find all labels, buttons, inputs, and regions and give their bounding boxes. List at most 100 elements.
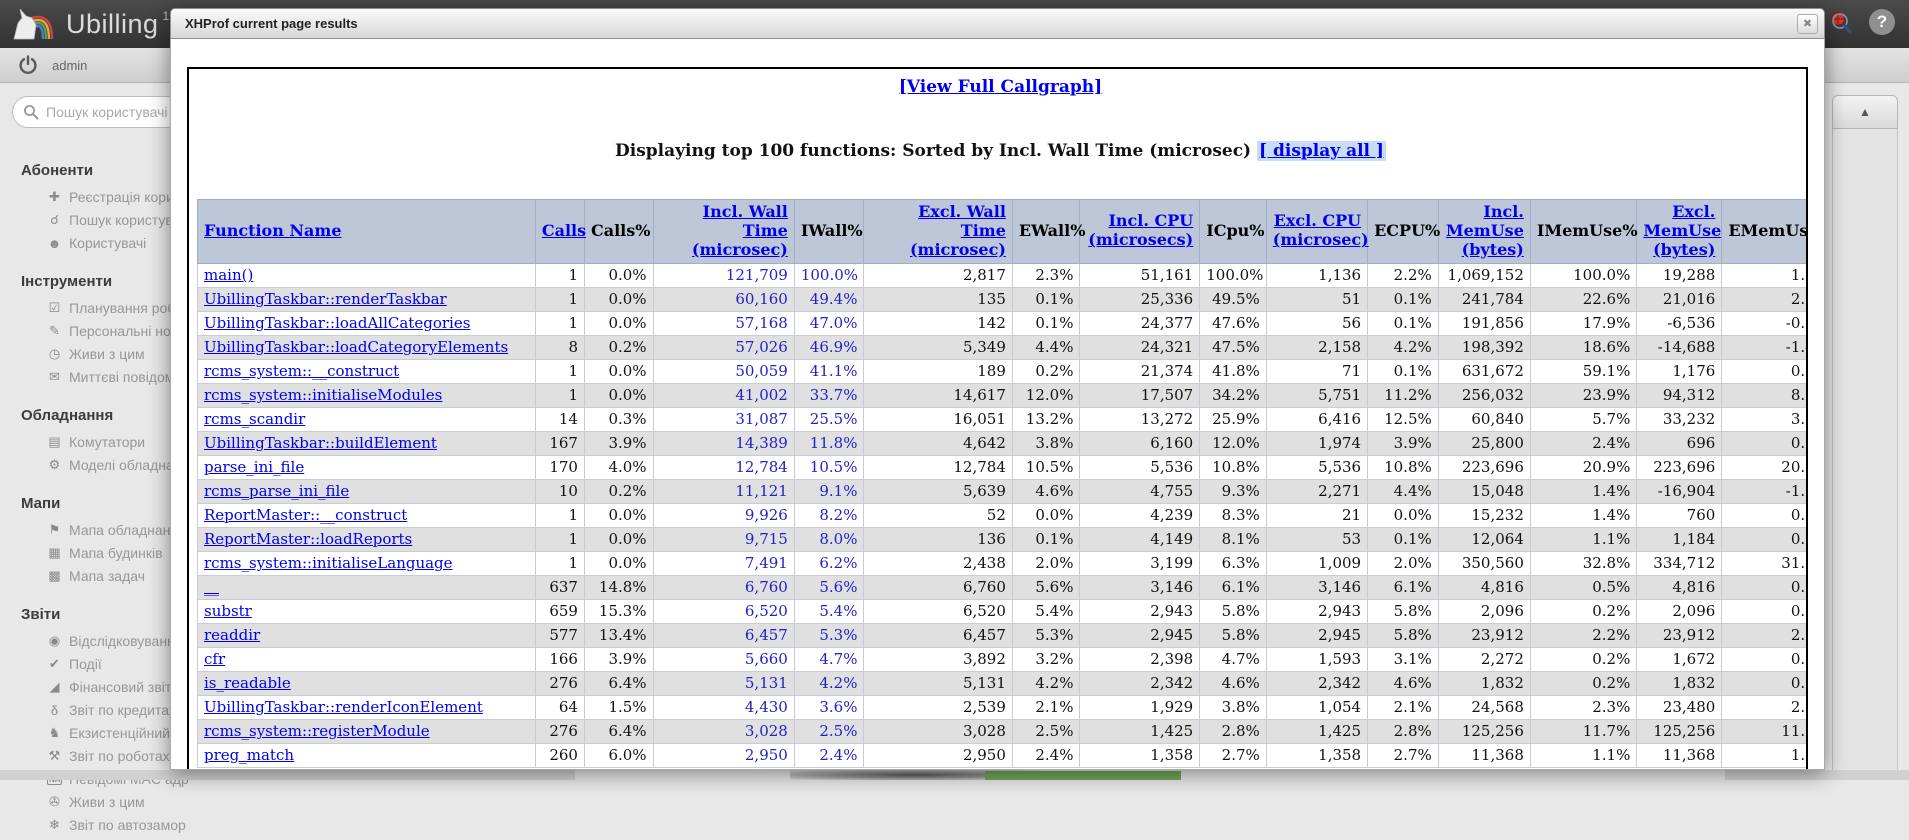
sidebar-item-label: Фінансовий звіт [69, 679, 172, 695]
value-cell: 2.2% [1529, 622, 1638, 648]
sidebar-item[interactable]: ✇ Живи з цим [47, 794, 175, 810]
value-cell: 1.1% [1529, 526, 1638, 552]
function-link[interactable]: UbillingTaskbar::buildElement [204, 434, 437, 453]
user-search-input[interactable]: Пошук користувачі [12, 96, 182, 128]
pushpin-icon: ✎ [49, 323, 60, 338]
function-link[interactable]: rcms_system::initialiseLanguage [204, 554, 453, 573]
sidebar-item[interactable]: ✔ Події [47, 656, 175, 672]
value-cell: 2,271 [1265, 478, 1369, 504]
sidebar-item[interactable]: ⚒ Звіт по роботах [47, 748, 175, 764]
sort-column-link[interactable]: Function Name [204, 220, 342, 240]
sidebar-item[interactable]: ⚙ Моделі обладнанн [47, 457, 190, 473]
function-link[interactable]: ReportMaster::loadReports [204, 530, 413, 549]
sidebar-item[interactable]: ☑ Планування робіт [47, 300, 185, 316]
works-report-icon: ⚒ [48, 748, 61, 763]
sort-column-link[interactable]: Incl. CPU (microsecs) [1088, 211, 1194, 250]
table-row: rcms_system::registerModule 276 6.4% 3,028 2… [197, 718, 1806, 744]
function-link[interactable]: cfr [204, 650, 226, 669]
dialog-titlebar[interactable]: XHProf current page results ✖ [170, 8, 1825, 39]
close-button[interactable]: ✖ [1797, 13, 1818, 34]
sort-column-link[interactable]: Incl. MemUse (bytes) [1445, 202, 1524, 259]
value-cell: 10.8% [1199, 454, 1267, 480]
check-circle-icon: ✔ [49, 656, 60, 671]
value-cell: 23,912 [1437, 622, 1531, 648]
value-cell: 12,064 [1437, 526, 1531, 552]
value-cell: 41.8% [1199, 358, 1267, 384]
function-link[interactable]: ReportMaster::__construct [204, 506, 408, 525]
sidebar-item[interactable]: ✉ Миттєві повідомле [47, 369, 190, 385]
value-cell: 1 [534, 262, 585, 288]
sidebar-item[interactable]: ◢ Фінансовий звіт [47, 679, 175, 695]
sort-column-link[interactable]: Excl. MemUse (bytes) [1643, 202, 1722, 259]
value-cell: 10.5% [793, 454, 865, 480]
value-cell: 34.2% [1199, 382, 1267, 408]
function-link[interactable]: __ [204, 578, 219, 597]
view-full-callgraph-link[interactable]: [View Full Callgraph] [898, 77, 1103, 97]
sort-column-link[interactable]: Incl. Wall Time (microsec) [691, 202, 788, 259]
function-link[interactable]: preg_match [204, 746, 295, 765]
binoculars-icon: ◉ [48, 633, 61, 648]
function-link[interactable]: rcms_system::__construct [204, 362, 400, 381]
sidebar-item[interactable]: ☻ Користувачі [47, 235, 175, 251]
collapse-panel-button[interactable]: ▲ [1832, 95, 1898, 129]
function-link[interactable]: is_readable [204, 674, 291, 693]
function-link[interactable]: substr [204, 602, 252, 621]
value-cell: 4,239 [1079, 502, 1201, 528]
value-cell: 4.7% [793, 646, 865, 672]
function-link[interactable]: rcms_system::initialiseModules [204, 386, 443, 405]
sidebar-item[interactable]: ❄ Звіт по автозамор [47, 817, 186, 833]
display-all-link[interactable]: [ display all ] [1257, 141, 1386, 161]
value-cell: 100.0% [1199, 262, 1267, 288]
sidebar-item[interactable]: ⚑ Мапа обладнання [47, 522, 186, 538]
function-link[interactable]: UbillingTaskbar::renderTaskbar [204, 290, 447, 309]
function-link[interactable]: main() [204, 266, 254, 285]
value-cell: 4.2% [793, 670, 865, 696]
sidebar-item[interactable]: ◉ Відслідковування [47, 633, 183, 649]
sidebar-item-label: Мапа обладнання [69, 522, 186, 538]
sort-column-link[interactable]: Calls [541, 220, 587, 240]
table-row: substr 659 15.3% 6,520 5.4% 6,520 5.4% 2,943 5.8… [197, 598, 1806, 624]
function-link[interactable]: rcms_scandir [204, 410, 306, 429]
sidebar-item[interactable]: ▦ Мапа будинків [47, 545, 175, 561]
table-row: is_readable 276 6.4% 5,131 4.2% 5,131 4.2% 2,34… [197, 670, 1806, 696]
function-link[interactable]: readdir [204, 626, 261, 645]
value-cell: 3.8% [1199, 694, 1267, 720]
value-cell: 15,048 [1437, 478, 1531, 504]
debug-icon[interactable] [1827, 9, 1853, 35]
value-cell: 57,026 [652, 334, 795, 360]
value-cell: 2.7% [1367, 742, 1439, 768]
sidebar-item[interactable]: ▤ Комутатори [47, 434, 175, 450]
sidebar-item[interactable]: ♞ Екзистенційний кін [47, 725, 191, 741]
help-icon[interactable]: ? [1869, 9, 1895, 35]
sidebar-item[interactable]: ▩ Мапа задач [47, 568, 175, 584]
value-cell: 2.1% [1011, 694, 1081, 720]
function-link[interactable]: UbillingTaskbar::loadCategoryElements [204, 338, 509, 357]
value-cell: 2.5% [793, 718, 865, 744]
sort-column-link[interactable]: Excl. CPU (microsec) [1272, 211, 1369, 250]
function-link[interactable]: UbillingTaskbar::loadAllCategories [204, 314, 471, 333]
power-icon[interactable] [18, 55, 38, 75]
device-models-icon: ⚙ [48, 457, 61, 472]
value-cell: 1.4% [1529, 478, 1638, 504]
user-search-icon: ☌ [50, 212, 59, 227]
value-cell: -6,536 [1636, 310, 1723, 336]
sidebar-item[interactable]: ✎ Персональні нота [47, 323, 185, 339]
function-link[interactable]: rcms_system::registerModule [204, 722, 430, 741]
clipboard-check-icon: ☑ [48, 300, 61, 315]
value-cell: 18.6% [1529, 334, 1638, 360]
sidebar-item[interactable]: δ Звіт по кредитах [47, 702, 176, 718]
value-cell: 1,054 [1265, 694, 1369, 720]
chat-bubbles-icon: ✉ [49, 369, 60, 384]
function-link[interactable]: UbillingTaskbar::renderIconElement [204, 698, 483, 717]
table-row: ReportMaster::__construct 1 0.0% 9,926 8.2% 5… [197, 502, 1806, 528]
column-header: EMemUse% [1721, 199, 1806, 264]
function-link[interactable]: parse_ini_file [204, 458, 305, 477]
sidebar-item[interactable]: ☌ Пошук користувач [47, 212, 187, 228]
sidebar-item[interactable]: ◷ Живи з цим [47, 346, 175, 362]
value-cell: 12.5% [1367, 406, 1439, 432]
sort-column-link[interactable]: Excl. Wall Time (microsec) [909, 202, 1006, 259]
function-link[interactable]: rcms_parse_ini_file [204, 482, 350, 501]
sidebar-item[interactable]: ✚ Реєстрація корист [47, 189, 187, 205]
value-cell: 41.1% [793, 358, 865, 384]
value-cell: 1,176 [1636, 358, 1723, 384]
